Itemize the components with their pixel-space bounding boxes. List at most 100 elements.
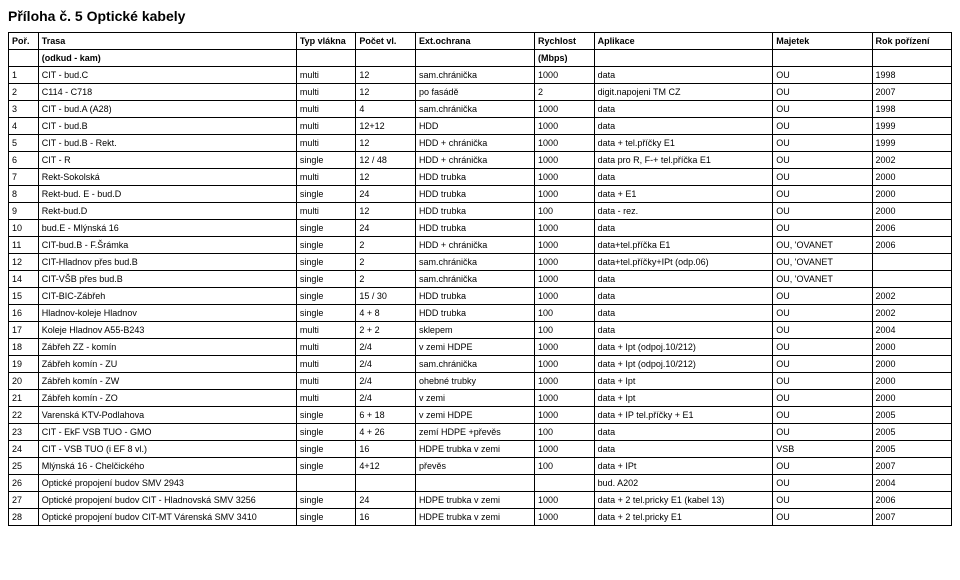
table-cell: 1000 <box>535 237 595 254</box>
table-cell: OU, 'OVANET <box>773 271 872 288</box>
table-cell: multi <box>296 339 356 356</box>
table-cell: 19 <box>9 356 39 373</box>
table-cell: 26 <box>9 475 39 492</box>
table-cell: sam.chránička <box>415 271 534 288</box>
table-cell: OU <box>773 407 872 424</box>
table-cell: 1000 <box>535 373 595 390</box>
table-cell: data <box>594 101 773 118</box>
table-cell: 2000 <box>872 356 951 373</box>
table-cell: Optické propojení budov SMV 2943 <box>38 475 296 492</box>
table-cell: převěs <box>415 458 534 475</box>
table-cell: 1000 <box>535 509 595 526</box>
table-cell: multi <box>296 135 356 152</box>
table-cell: single <box>296 441 356 458</box>
table-cell <box>415 475 534 492</box>
table-row: 10bud.E - Mlýnská 16single24HDD trubka10… <box>9 220 952 237</box>
table-cell: HDPE trubka v zemi <box>415 509 534 526</box>
table-cell: 24 <box>356 186 416 203</box>
table-row: 4CIT - bud.Bmulti12+12HDD1000dataOU1999 <box>9 118 952 135</box>
table-cell: data + tel.příčky E1 <box>594 135 773 152</box>
table-row: 23CIT - EkF VSB TUO - GMOsingle4 + 26zem… <box>9 424 952 441</box>
table-cell: single <box>296 424 356 441</box>
table-cell: 1000 <box>535 67 595 84</box>
table-cell: 1998 <box>872 101 951 118</box>
table-row: 26Optické propojení budov SMV 2943bud. A… <box>9 475 952 492</box>
table-cell: 27 <box>9 492 39 509</box>
table-cell: 2/4 <box>356 373 416 390</box>
table-row: 28Optické propojení budov CIT-MT Várensk… <box>9 509 952 526</box>
table-cell: OU <box>773 220 872 237</box>
table-row: 9Rekt-bud.Dmulti12HDD trubka100data - re… <box>9 203 952 220</box>
table-cell: CIT-Hladnov přes bud.B <box>38 254 296 271</box>
table-cell: 2000 <box>872 390 951 407</box>
table-cell: OU <box>773 169 872 186</box>
table-cell: OU <box>773 118 872 135</box>
table-cell: 2007 <box>872 84 951 101</box>
table-cell: 24 <box>9 441 39 458</box>
table-cell: 25 <box>9 458 39 475</box>
col-aplikace: Aplikace <box>594 33 773 50</box>
table-cell: HDD + chránička <box>415 152 534 169</box>
table-cell: 1000 <box>535 407 595 424</box>
table-cell: multi <box>296 101 356 118</box>
cable-table: Poř. Trasa Typ vlákna Počet vl. Ext.ochr… <box>8 32 952 526</box>
table-cell: HDD trubka <box>415 169 534 186</box>
table-cell: data <box>594 322 773 339</box>
table-cell: 2/4 <box>356 339 416 356</box>
table-cell: data + E1 <box>594 186 773 203</box>
table-cell: data <box>594 424 773 441</box>
table-cell: 2004 <box>872 475 951 492</box>
table-cell: 1000 <box>535 220 595 237</box>
table-cell: 2002 <box>872 305 951 322</box>
table-cell: bud.E - Mlýnská 16 <box>38 220 296 237</box>
table-cell: Zábřeh komín - ZU <box>38 356 296 373</box>
table-cell: 20 <box>9 373 39 390</box>
table-row: 17Koleje Hladnov A55-B243multi2 + 2sklep… <box>9 322 952 339</box>
table-cell: HDD trubka <box>415 220 534 237</box>
table-cell: 2 <box>356 271 416 288</box>
table-cell: 28 <box>9 509 39 526</box>
table-cell: data <box>594 67 773 84</box>
table-cell: multi <box>296 373 356 390</box>
table-cell: Optické propojení budov CIT - Hladnovská… <box>38 492 296 509</box>
table-row: 14CIT-VŠB přes bud.Bsingle2sam.chránička… <box>9 271 952 288</box>
table-cell: data+tel.příčka E1 <box>594 237 773 254</box>
table-cell: v zemi HDPE <box>415 407 534 424</box>
table-cell: multi <box>296 169 356 186</box>
table-cell: data + Ipt <box>594 390 773 407</box>
table-cell: Zábřeh ZZ - komín <box>38 339 296 356</box>
table-cell: HDD trubka <box>415 288 534 305</box>
table-cell: 5 <box>9 135 39 152</box>
table-cell: Varenská KTV-Podlahova <box>38 407 296 424</box>
sub-empty <box>296 50 356 67</box>
table-row: 3CIT - bud.A (A28)multi4sam.chránička100… <box>9 101 952 118</box>
table-cell: VSB <box>773 441 872 458</box>
table-cell: 7 <box>9 169 39 186</box>
table-cell: 2000 <box>872 373 951 390</box>
table-cell: data + Ipt (odpoj.10/212) <box>594 339 773 356</box>
table-row: 22Varenská KTV-Podlahovasingle6 + 18v ze… <box>9 407 952 424</box>
table-cell: 15 / 30 <box>356 288 416 305</box>
sub-empty <box>9 50 39 67</box>
table-cell: CIT - bud.B <box>38 118 296 135</box>
table-cell: 12 <box>356 135 416 152</box>
table-cell <box>356 475 416 492</box>
sub-empty <box>872 50 951 67</box>
table-cell: 1000 <box>535 271 595 288</box>
table-cell: 6 <box>9 152 39 169</box>
table-cell: multi <box>296 203 356 220</box>
col-rok: Rok pořízení <box>872 33 951 50</box>
table-row: 21Zábřeh komín - ZOmulti2/4v zemi1000dat… <box>9 390 952 407</box>
table-cell: 4 + 8 <box>356 305 416 322</box>
table-cell: 12 <box>356 84 416 101</box>
table-cell: 1998 <box>872 67 951 84</box>
table-cell: HDD trubka <box>415 305 534 322</box>
table-cell: OU <box>773 203 872 220</box>
table-cell: data <box>594 288 773 305</box>
table-cell: 2000 <box>872 169 951 186</box>
table-cell: data <box>594 441 773 458</box>
table-cell: 1000 <box>535 390 595 407</box>
table-cell: 16 <box>356 509 416 526</box>
table-cell: OU <box>773 305 872 322</box>
table-cell: data+tel.příčky+IPt (odp.06) <box>594 254 773 271</box>
